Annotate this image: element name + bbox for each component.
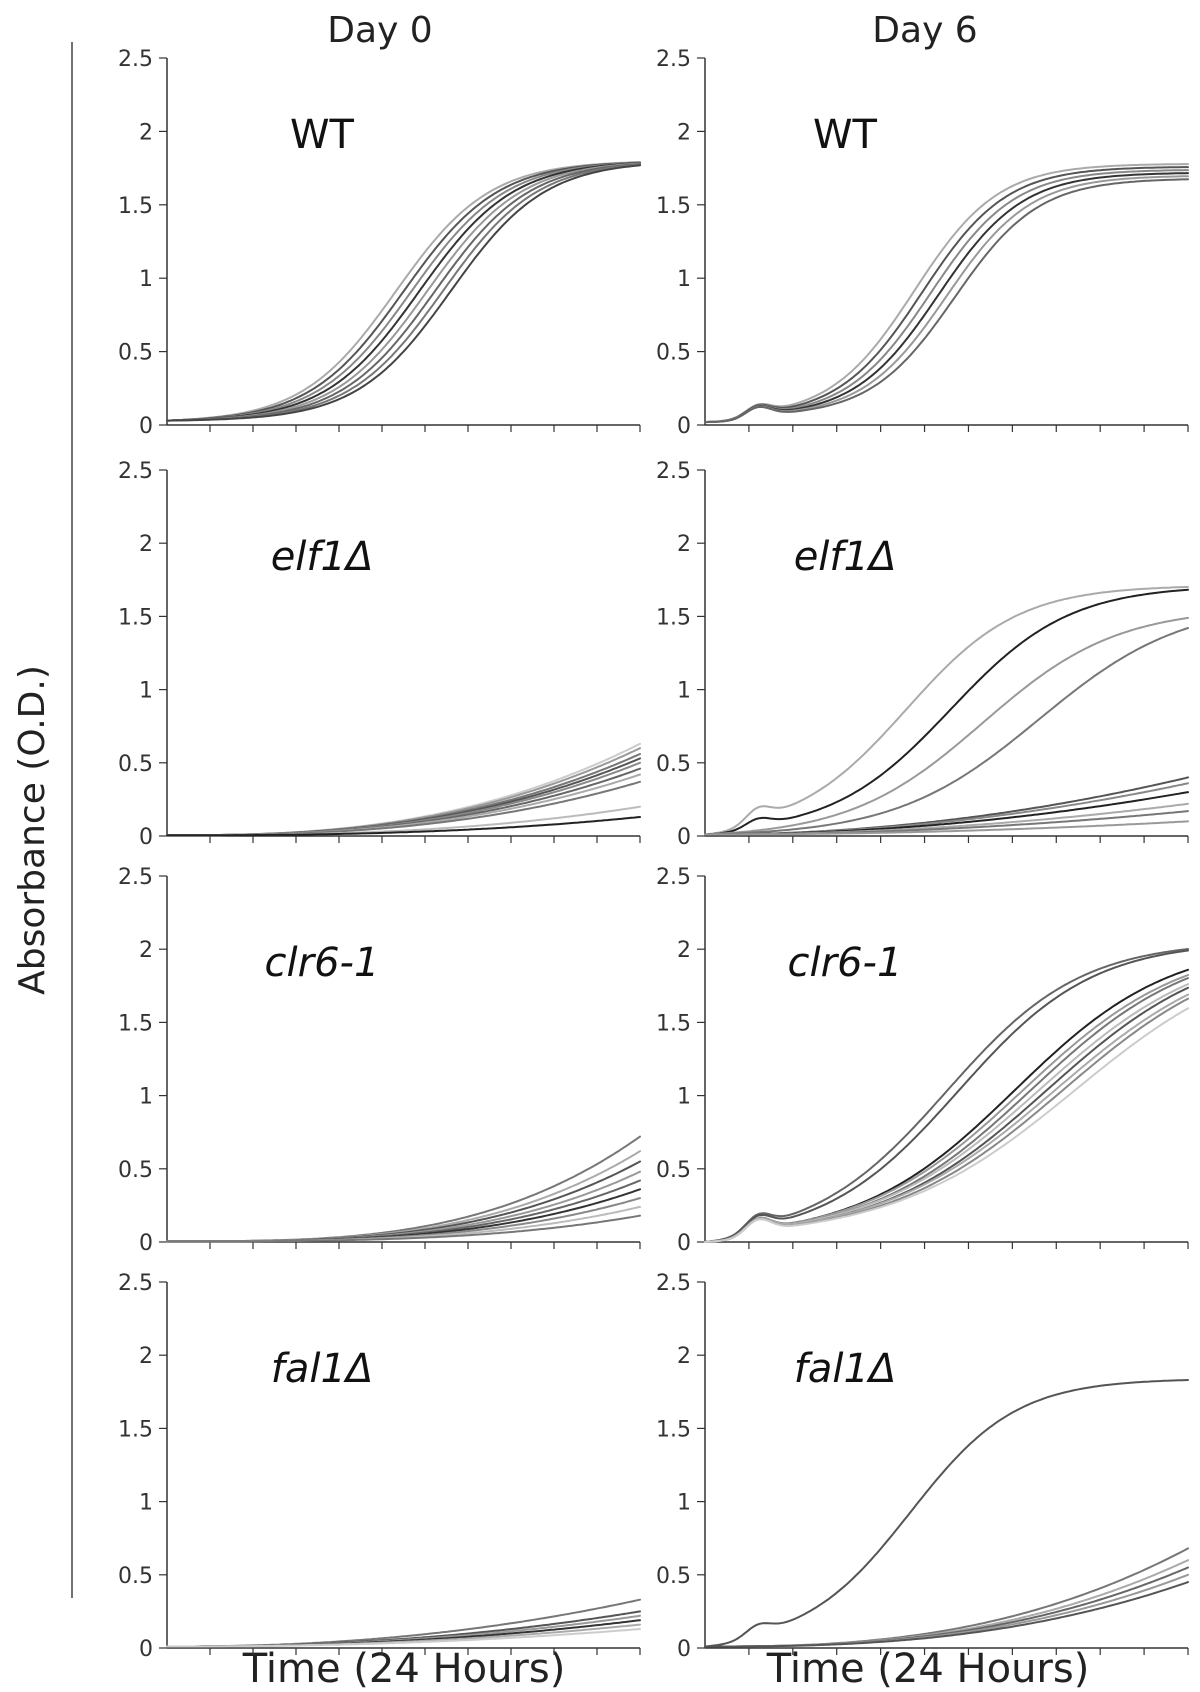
y-tick-label: 0 <box>677 825 691 850</box>
y-tick-label: 2.5 <box>656 459 691 484</box>
y-tick-label: 1.5 <box>118 194 153 219</box>
y-tick-label: 2.5 <box>656 1271 691 1296</box>
y-tick-label: 1.5 <box>656 605 691 630</box>
y-tick-label: 1 <box>139 1085 153 1110</box>
y-tick-label: 2 <box>139 1344 153 1369</box>
panel-6: 0 0.5 1 1.5 2 2.5 fal1Δ <box>118 1271 641 1662</box>
series-line <box>704 1581 1189 1648</box>
panel-2: 0 0.5 1 1.5 2 2.5 elf1Δ <box>118 459 641 850</box>
y-tick-label: 0 <box>139 825 153 850</box>
y-tick-label: 1 <box>677 267 691 292</box>
panel-label: elf1Δ <box>794 534 897 580</box>
panel-label: elf1Δ <box>271 534 374 580</box>
y-tick-label: 2 <box>139 938 153 963</box>
y-tick-label: 0.5 <box>118 1564 153 1589</box>
y-tick-label: 0.5 <box>118 752 153 777</box>
series-line <box>704 169 1189 424</box>
series-line <box>704 968 1189 1243</box>
y-tick-label: 1.5 <box>118 1417 153 1442</box>
y-tick-label: 2.5 <box>118 47 153 72</box>
y-tick-label: 2.5 <box>656 865 691 890</box>
y-tick-label: 1 <box>677 1085 691 1110</box>
series-line <box>704 977 1189 1243</box>
panel-label: fal1Δ <box>794 1346 897 1392</box>
y-tick-label: 1.5 <box>656 1011 691 1036</box>
series-line <box>166 816 641 837</box>
panel-label: clr6-1 <box>788 940 903 986</box>
panel-label: clr6-1 <box>265 940 380 986</box>
y-tick-label: 1.5 <box>656 194 691 219</box>
series-line <box>704 586 1189 836</box>
y-tick-label: 2.5 <box>656 47 691 72</box>
y-tick-label: 0.5 <box>656 752 691 777</box>
y-tick-label: 2 <box>677 532 691 557</box>
panel-0: 0 0.5 1 1.5 2 2.5 WT <box>118 47 641 439</box>
series-line <box>704 627 1189 836</box>
y-tick-label: 2 <box>677 1344 691 1369</box>
y-tick-label: 0.5 <box>656 1564 691 1589</box>
panel-7: 0 0.5 1 1.5 2 2.5 fal1Δ <box>656 1271 1189 1662</box>
series-line <box>704 588 1189 836</box>
y-tick-label: 1 <box>139 267 153 292</box>
series-line <box>166 161 641 422</box>
column-title-day-6: Day 6 <box>872 10 977 51</box>
series-line <box>704 616 1189 836</box>
y-tick-label: 0.5 <box>118 1158 153 1183</box>
x-axis-label-right: Time (24 Hours) <box>766 1646 1090 1692</box>
y-tick-label: 1.5 <box>118 1011 153 1036</box>
series-line <box>704 175 1189 424</box>
panel-3: 0 0.5 1 1.5 2 2.5 elf1Δ <box>656 459 1189 850</box>
series-line <box>704 820 1189 836</box>
y-tick-label: 1 <box>139 679 153 704</box>
y-tick-label: 1 <box>677 1491 691 1516</box>
y-tick-label: 2.5 <box>118 459 153 484</box>
y-tick-label: 0.5 <box>656 1158 691 1183</box>
y-tick-label: 0 <box>139 1231 153 1256</box>
y-tick-label: 2 <box>139 120 153 145</box>
y-tick-label: 1.5 <box>118 605 153 630</box>
series-line <box>166 780 641 837</box>
y-tick-label: 0.5 <box>118 341 153 366</box>
y-tick-label: 1 <box>677 679 691 704</box>
series-line <box>704 1007 1189 1243</box>
series-line <box>704 1379 1189 1648</box>
series-line <box>166 1150 641 1243</box>
y-tick-label: 2.5 <box>118 1271 153 1296</box>
series-line <box>704 997 1189 1243</box>
y-tick-label: 0 <box>139 414 153 439</box>
panel-4: 0 0.5 1 1.5 2 2.5 clr6-1 <box>118 865 641 1256</box>
series-line <box>704 948 1189 1243</box>
y-tick-label: 0 <box>677 414 691 439</box>
series-line <box>166 161 641 422</box>
y-tick-label: 0 <box>677 1231 691 1256</box>
y-axis-label: Absorbance (O.D.) <box>12 665 53 995</box>
series-line <box>166 1628 641 1648</box>
series-line <box>704 178 1189 424</box>
x-axis-label-left: Time (24 Hours) <box>242 1646 566 1692</box>
series-line <box>704 983 1189 1243</box>
y-tick-label: 1.5 <box>656 1417 691 1442</box>
panel-label: WT <box>290 112 355 158</box>
panel-5: 0 0.5 1 1.5 2 2.5 clr6-1 <box>656 865 1189 1256</box>
y-tick-label: 2 <box>139 532 153 557</box>
panel-label: WT <box>813 112 878 158</box>
y-tick-label: 0 <box>139 1637 153 1662</box>
series-line <box>704 949 1189 1243</box>
y-tick-label: 2 <box>677 120 691 145</box>
panel-1: 0 0.5 1 1.5 2 2.5 WT <box>656 47 1189 439</box>
series-line <box>166 1214 641 1243</box>
series-line <box>704 166 1189 424</box>
series-line <box>704 974 1189 1243</box>
y-tick-label: 2 <box>677 938 691 963</box>
y-tick-label: 0 <box>677 1637 691 1662</box>
y-tick-label: 1 <box>139 1491 153 1516</box>
series-line <box>166 164 641 422</box>
panel-label: fal1Δ <box>271 1346 374 1392</box>
panels-container: 0 0.5 1 1.5 2 2.5 WT 0 0.5 1 1.5 2 2.5 WT 0 0.5 1 1.5 2 2.5… <box>118 47 1189 1662</box>
column-title-day-0: Day 0 <box>327 10 432 51</box>
y-tick-label: 0.5 <box>656 341 691 366</box>
y-tick-label: 2.5 <box>118 865 153 890</box>
series-line <box>704 163 1189 424</box>
